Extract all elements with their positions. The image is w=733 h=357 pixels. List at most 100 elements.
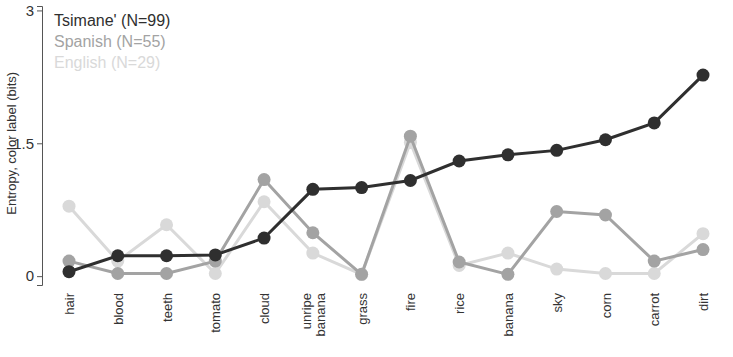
x-tick-label-part: banana — [501, 292, 516, 336]
x-tick-label-part: cloud — [257, 293, 272, 324]
x-tick-label: cloud — [257, 293, 272, 324]
series-point — [160, 218, 173, 231]
x-tick: grass — [355, 289, 370, 325]
series-point — [209, 248, 222, 261]
series-point — [697, 227, 710, 240]
x-tick-label: rice — [452, 293, 467, 314]
series-point — [306, 247, 319, 260]
x-tick: fire — [403, 289, 418, 311]
series-point — [453, 255, 466, 268]
series-point — [404, 130, 417, 143]
x-tick-label-part: grass — [355, 293, 370, 325]
y-tick-mark — [37, 276, 42, 277]
x-tick-label-part: blood — [111, 293, 126, 325]
series-point — [306, 183, 319, 196]
x-tick-label: hair — [62, 292, 77, 314]
x-tick-label-part: corn — [599, 293, 614, 318]
series-point — [599, 267, 612, 280]
series — [63, 130, 710, 281]
x-tick-label: fire — [403, 293, 418, 311]
series-point — [111, 267, 124, 280]
x-tick-label-part: fire — [403, 293, 418, 311]
x-tick: sky — [550, 289, 565, 313]
x-tick-label-part: banana — [313, 292, 328, 336]
x-tick-label: teeth — [160, 293, 175, 322]
y-tick-mark — [37, 143, 42, 144]
y-tick-mark — [37, 10, 42, 11]
x-tick-label-part: dirt — [696, 293, 711, 311]
x-tick-label-part: tomato — [208, 293, 223, 333]
x-tick-label-part: carrot — [647, 293, 662, 327]
series-line — [69, 136, 703, 274]
x-tick-label-part: sky — [550, 293, 565, 313]
x-tick-label: unripebanana — [299, 292, 328, 336]
x-tick: banana — [501, 289, 516, 336]
x-axis: hairbloodteethtomatocloudunripebananagra… — [62, 289, 711, 336]
series-point — [550, 205, 563, 218]
x-tick-label: carrot — [647, 293, 662, 327]
series-point — [160, 249, 173, 262]
x-tick: unripebanana — [299, 289, 328, 336]
series-line — [69, 75, 703, 272]
x-tick: rice — [452, 289, 467, 314]
x-tick-label: corn — [599, 293, 614, 318]
x-tick: cloud — [257, 289, 272, 324]
x-tick: carrot — [647, 289, 662, 326]
series — [63, 69, 710, 279]
series-point — [258, 173, 271, 186]
series-point — [306, 226, 319, 239]
series-point — [355, 181, 368, 194]
series-point — [209, 267, 222, 280]
x-tick-label: banana — [501, 292, 516, 336]
x-tick-label-part: teeth — [160, 293, 175, 322]
series-point — [599, 209, 612, 222]
series-point — [501, 148, 514, 161]
series-point — [453, 155, 466, 168]
series-point — [258, 195, 271, 208]
x-tick: hair — [62, 289, 77, 315]
legend-entry: Tsimane' (N=99) — [54, 12, 170, 29]
series-point — [599, 133, 612, 146]
x-tick: dirt — [696, 289, 711, 311]
x-tick: corn — [599, 289, 614, 318]
series-point — [648, 116, 661, 129]
x-tick: teeth — [160, 289, 175, 322]
x-tick-label: tomato — [208, 293, 223, 333]
series-point — [648, 267, 661, 280]
x-tick: tomato — [208, 289, 223, 333]
y-tick-label: 3 — [26, 2, 34, 19]
x-tick-label: blood — [111, 293, 126, 325]
x-tick: blood — [111, 289, 126, 325]
series-point — [160, 267, 173, 280]
y-tick: 0 — [26, 267, 42, 284]
marks — [63, 69, 710, 281]
x-tick-label-part: hair — [62, 292, 77, 314]
y-tick-label: 0 — [26, 267, 34, 284]
series-point — [697, 69, 710, 82]
y-axis-line — [37, 7, 43, 286]
x-tick-label: dirt — [696, 293, 711, 311]
series-point — [355, 268, 368, 281]
series-point — [355, 268, 368, 281]
series-point — [111, 249, 124, 262]
series-point — [404, 174, 417, 187]
x-tick-label-part: rice — [452, 293, 467, 314]
series-point — [697, 243, 710, 256]
chart: 01.53hairbloodteethtomatocloudunripebana… — [0, 0, 733, 357]
series-point — [550, 263, 563, 276]
series-point — [501, 268, 514, 281]
series-point — [63, 265, 76, 278]
x-tick-label: sky — [550, 293, 565, 313]
legend-entry: English (N=29) — [54, 54, 160, 71]
plot: 01.53hairbloodteethtomatocloudunripebana… — [13, 2, 711, 337]
legend-entry: Spanish (N=55) — [54, 33, 166, 50]
series-point — [63, 200, 76, 213]
series-point — [501, 247, 514, 260]
series-point — [648, 255, 661, 268]
legend: Tsimane' (N=99) Spanish (N=55) English (N=… — [54, 12, 170, 71]
series-point — [550, 144, 563, 157]
series-point — [258, 232, 271, 245]
series — [63, 136, 710, 281]
x-tick-label-part: unripe — [299, 293, 314, 329]
y-tick: 3 — [26, 2, 42, 19]
